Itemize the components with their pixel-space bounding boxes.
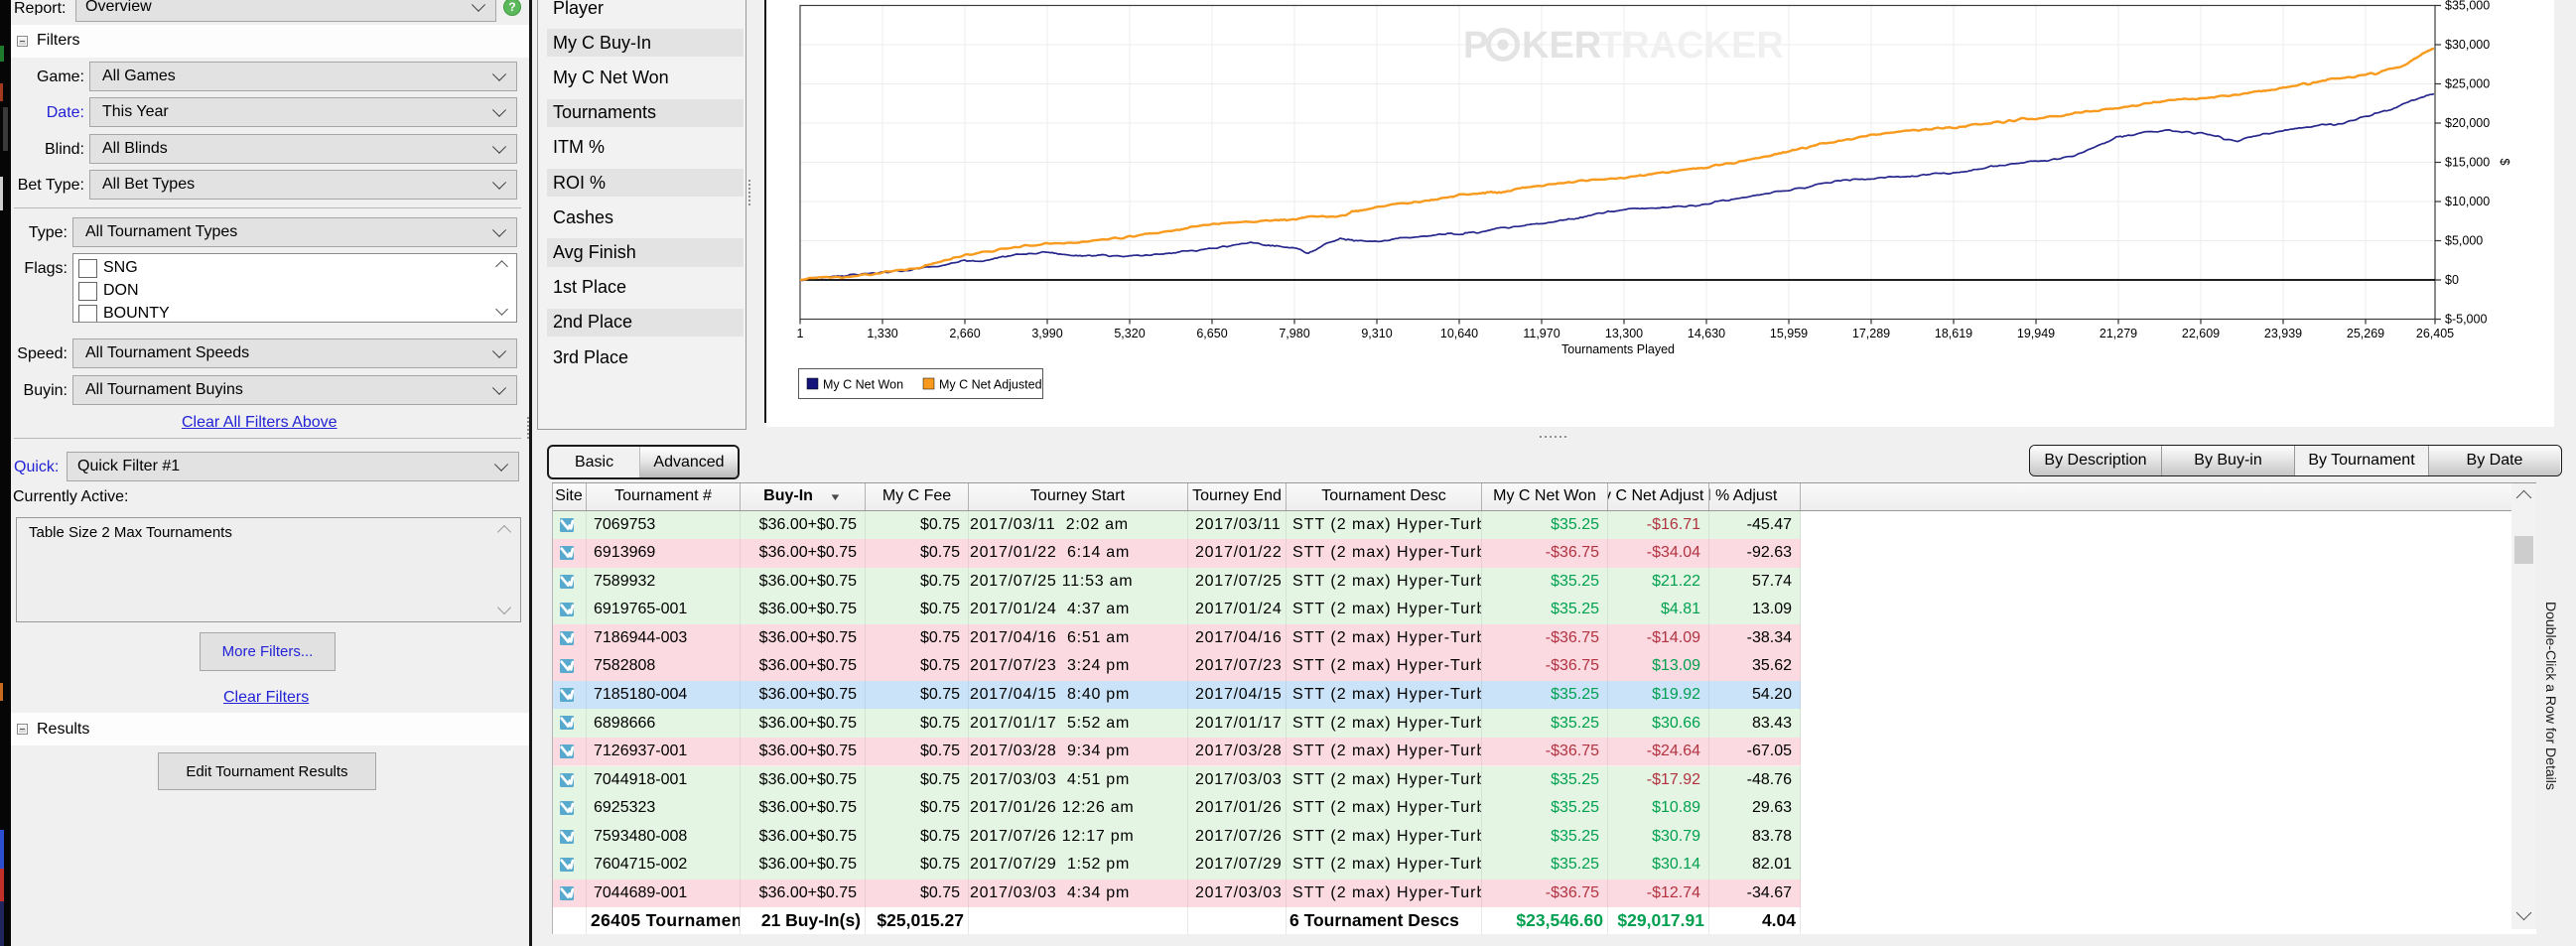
svg-text:$25,000: $25,000	[2445, 77, 2490, 91]
svg-text:25,269: 25,269	[2347, 327, 2384, 340]
svg-text:$: $	[2498, 159, 2511, 166]
svg-text:13,300: 13,300	[1605, 327, 1643, 340]
svg-text:10,640: 10,640	[1440, 327, 1478, 340]
svg-text:$0: $0	[2445, 273, 2459, 287]
svg-text:2,660: 2,660	[949, 327, 980, 340]
svg-text:14,630: 14,630	[1688, 327, 1725, 340]
svg-text:26,405: 26,405	[2416, 327, 2454, 340]
svg-text:7,980: 7,980	[1279, 327, 1309, 340]
svg-text:11,970: 11,970	[1523, 327, 1559, 340]
svg-text:18,619: 18,619	[1935, 327, 1972, 340]
svg-text:$10,000: $10,000	[2445, 195, 2490, 208]
svg-text:KER: KER	[1522, 25, 1601, 67]
svg-text:$35,000: $35,000	[2445, 0, 2490, 13]
svg-text:6,650: 6,650	[1196, 327, 1227, 340]
svg-text:$5,000: $5,000	[2445, 234, 2483, 248]
svg-text:TRACKER: TRACKER	[1599, 25, 1784, 67]
svg-text:19,949: 19,949	[2017, 327, 2055, 340]
svg-text:9,310: 9,310	[1361, 327, 1392, 340]
svg-text:Tournaments Played: Tournaments Played	[1561, 342, 1675, 356]
svg-text:My C Net Won: My C Net Won	[823, 378, 903, 392]
svg-text:$20,000: $20,000	[2445, 116, 2490, 130]
svg-text:23,939: 23,939	[2264, 327, 2302, 340]
svg-text:21,279: 21,279	[2100, 327, 2137, 340]
svg-text:$15,000: $15,000	[2445, 156, 2490, 170]
svg-text:P: P	[1463, 25, 1488, 67]
svg-text:15,959: 15,959	[1770, 327, 1808, 340]
svg-text:$30,000: $30,000	[2445, 38, 2490, 52]
svg-text:22,609: 22,609	[2182, 327, 2220, 340]
svg-text:17,289: 17,289	[1852, 327, 1890, 340]
svg-text:My C Net Adjusted: My C Net Adjusted	[939, 378, 1042, 392]
svg-text:1: 1	[797, 327, 804, 340]
svg-text:1,330: 1,330	[867, 327, 897, 340]
svg-text:$-5,000: $-5,000	[2445, 313, 2487, 327]
svg-text:5,320: 5,320	[1114, 327, 1145, 340]
svg-text:3,990: 3,990	[1031, 327, 1062, 340]
